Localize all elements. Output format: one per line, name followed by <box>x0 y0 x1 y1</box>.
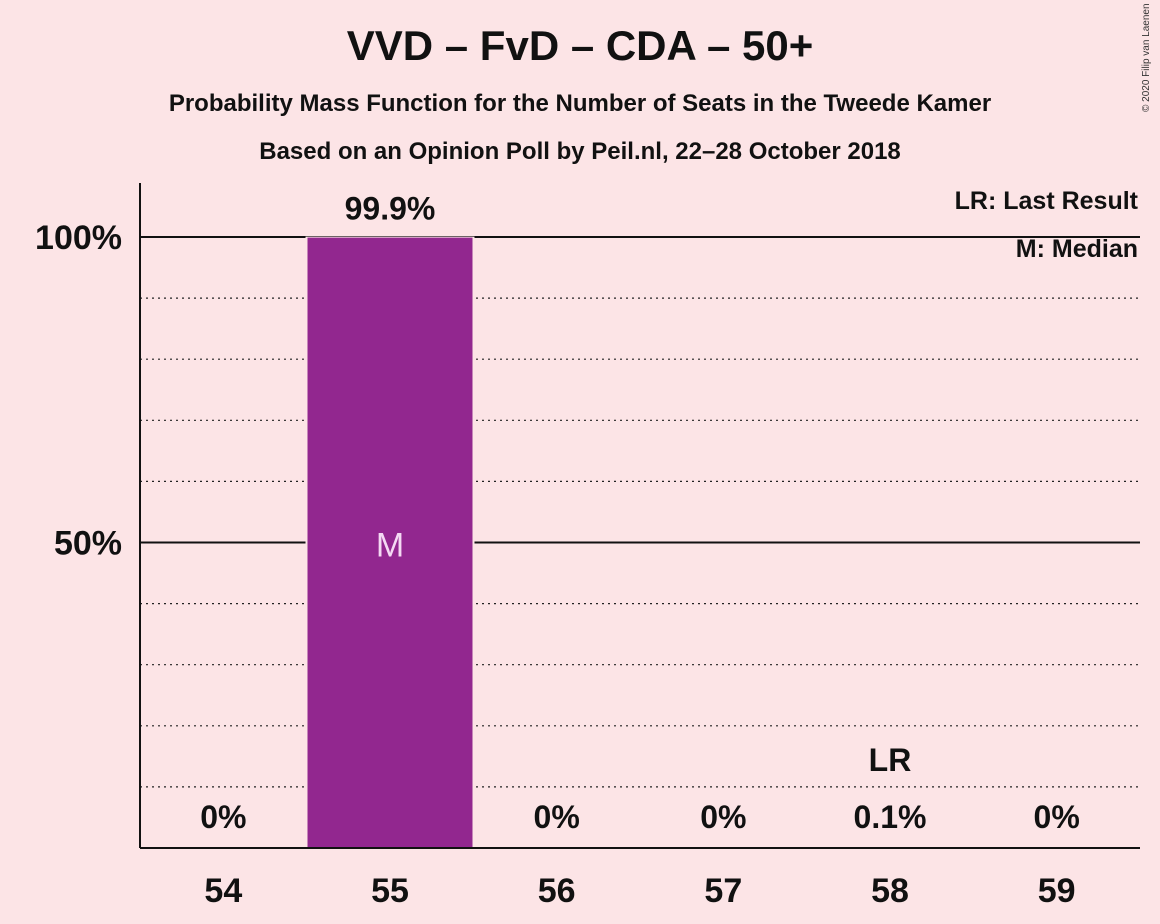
y-tick-label: 50% <box>54 525 122 563</box>
y-tick-label: 100% <box>35 219 122 257</box>
chart-subtitle: Probability Mass Function for the Number… <box>168 90 992 117</box>
x-tick-label: 57 <box>704 872 742 910</box>
chart-title: VVD – FvD – CDA – 50+ <box>346 22 814 69</box>
x-tick-label: 55 <box>371 872 409 910</box>
value-label: 0% <box>1034 799 1080 835</box>
value-label: 0% <box>534 799 580 835</box>
value-label: 99.9% <box>345 191 436 227</box>
x-tick-label: 56 <box>538 872 576 910</box>
value-label: 0% <box>200 799 246 835</box>
chart-source-line: Based on an Opinion Poll by Peil.nl, 22–… <box>259 138 901 165</box>
legend-last-result: LR: Last Result <box>955 187 1139 215</box>
x-tick-label: 54 <box>204 872 242 910</box>
last-result-marker: LR <box>869 742 912 778</box>
x-tick-label: 58 <box>871 872 909 910</box>
bar <box>307 237 473 849</box>
value-label: 0% <box>700 799 746 835</box>
median-marker: M <box>376 527 404 565</box>
value-label: 0.1% <box>854 799 927 835</box>
x-tick-label: 59 <box>1038 872 1076 910</box>
legend-median: M: Median <box>1016 235 1138 263</box>
